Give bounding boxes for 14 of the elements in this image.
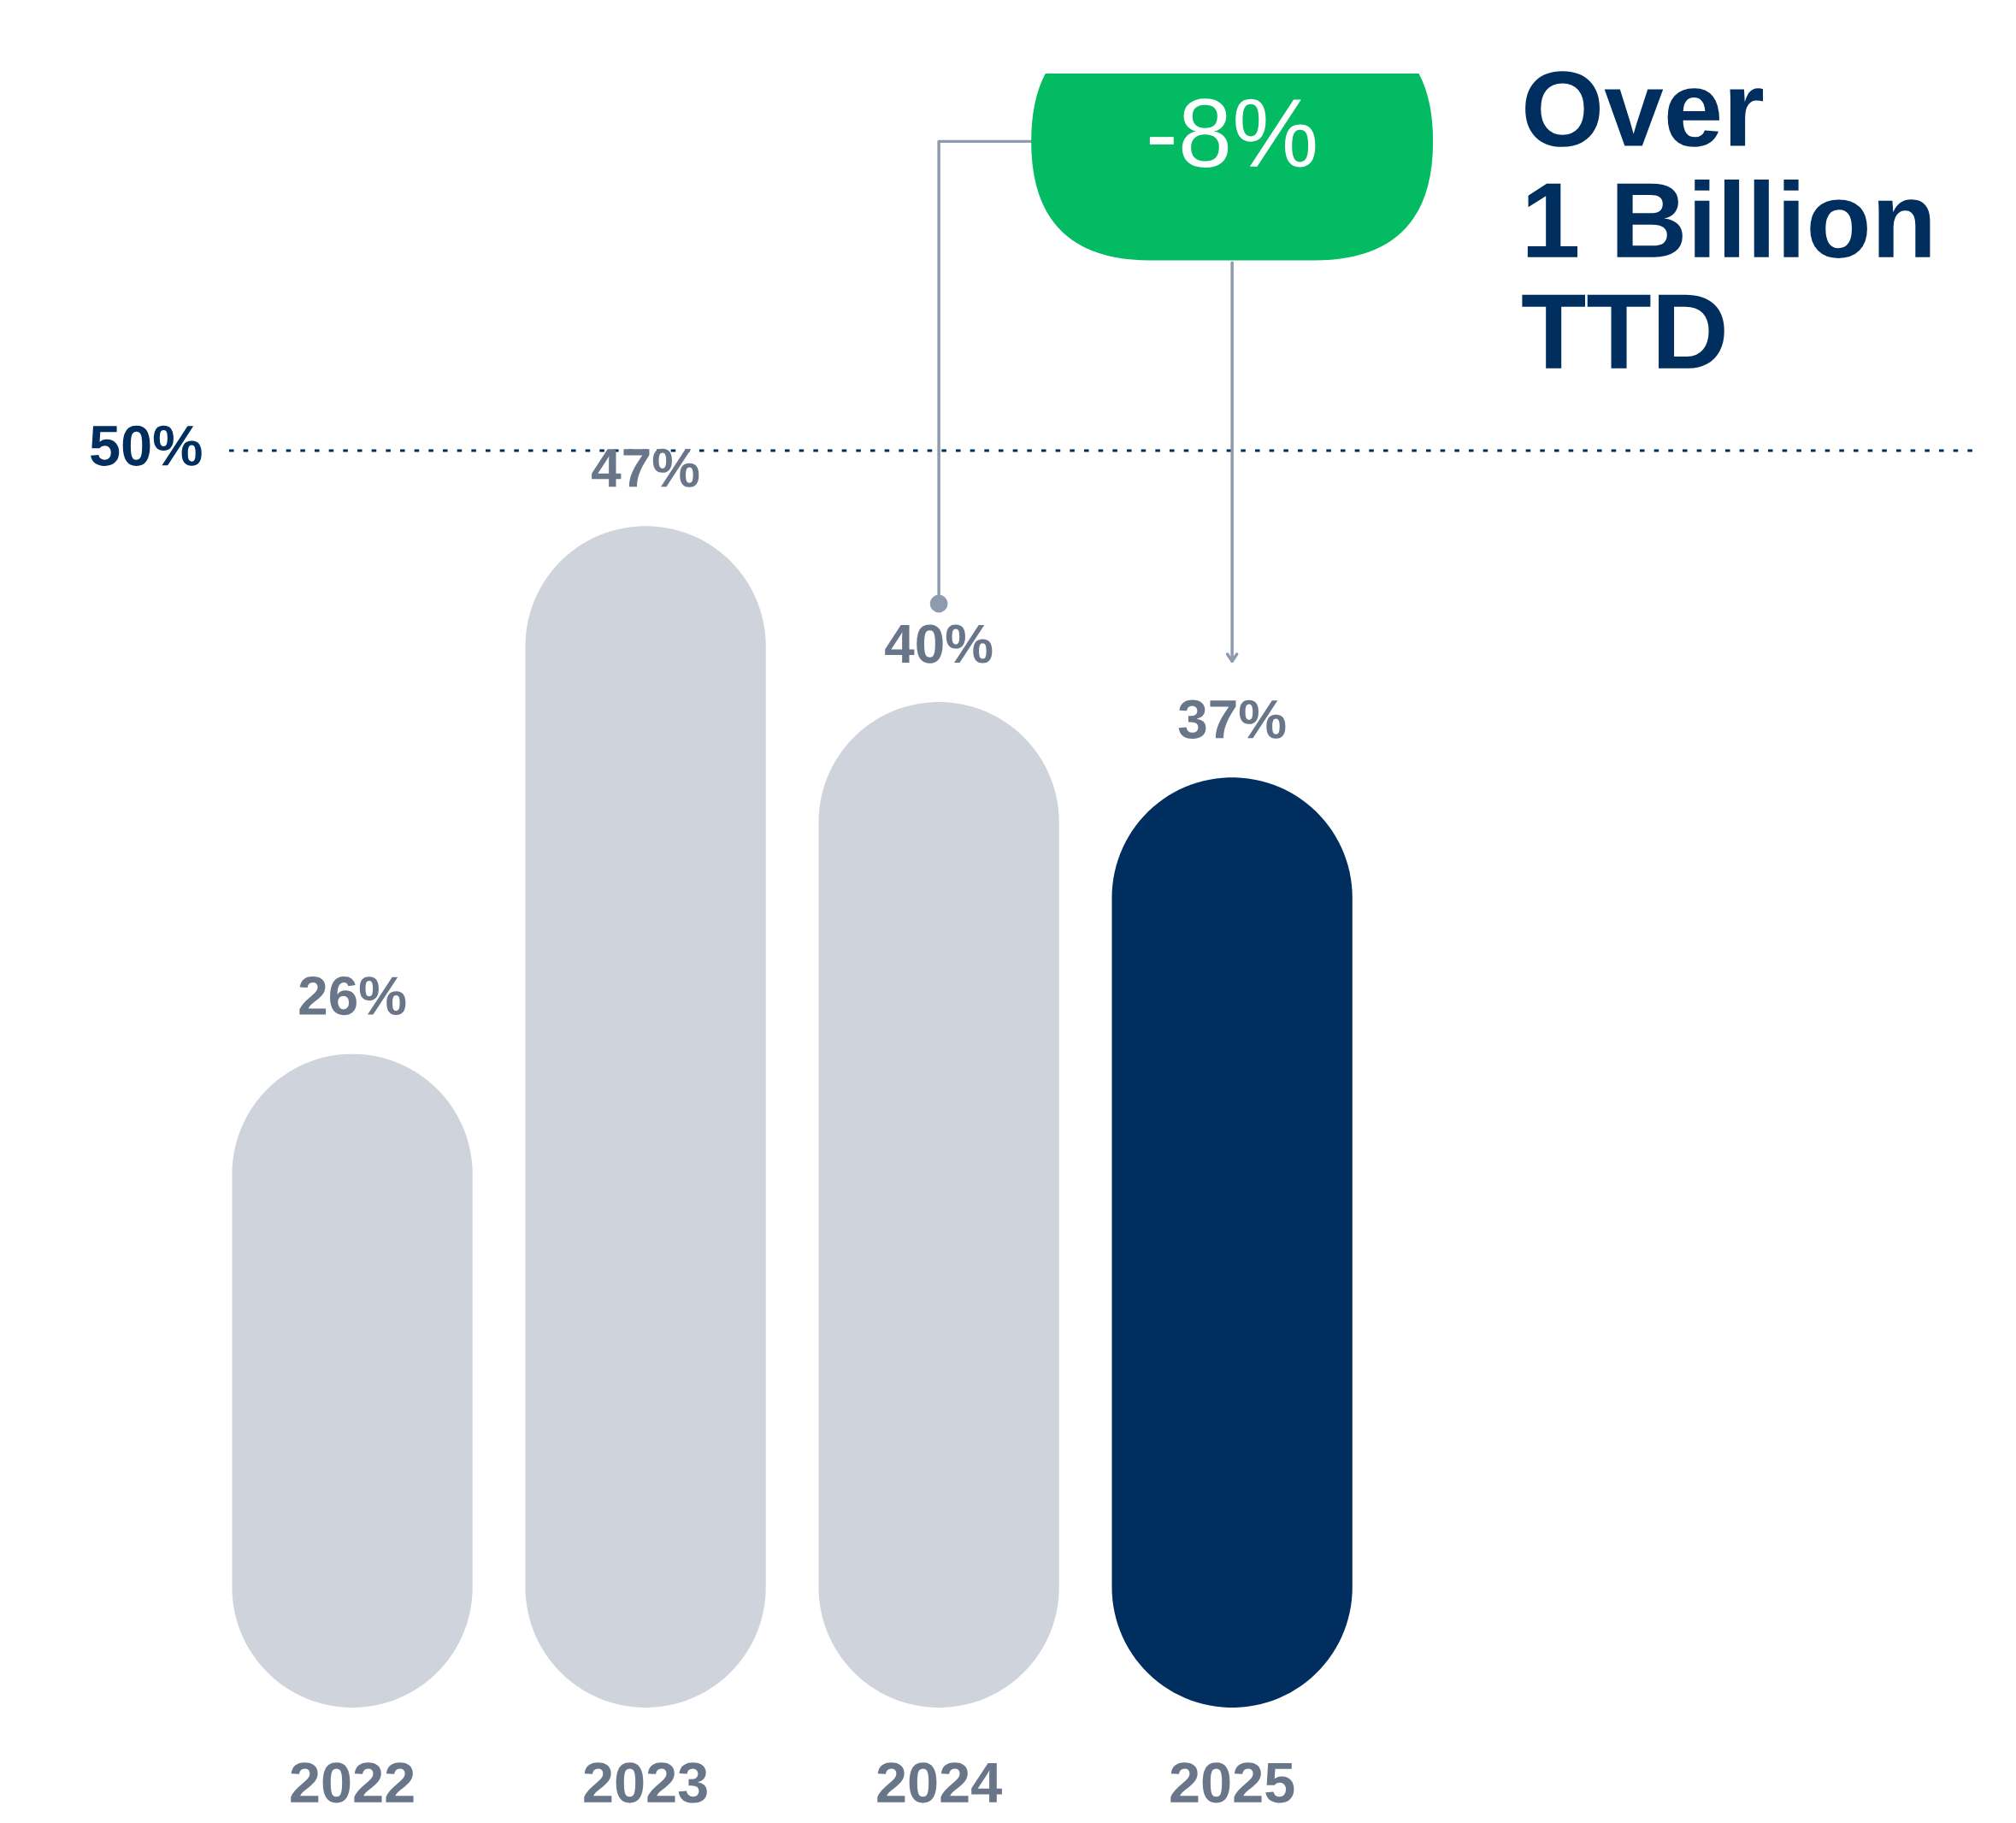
data-label: 26% <box>299 976 406 1016</box>
text: -8% <box>1149 98 1316 168</box>
ref-line-label: 50% <box>91 425 202 466</box>
x-tick-label: 2023 <box>584 1762 707 1803</box>
bar <box>818 702 1059 1708</box>
x-tick-label: 2025 <box>1170 1762 1294 1803</box>
data-label: 37% <box>1178 699 1286 739</box>
text: Over 1 Billion TTD <box>1522 71 1931 369</box>
x-tick-label: 2024 <box>877 1762 1002 1803</box>
data-label: 47% <box>592 448 699 487</box>
bar <box>1111 777 1353 1708</box>
bar <box>525 526 766 1708</box>
x-tick-label: 2022 <box>291 1762 414 1803</box>
data-label: 40% <box>885 624 993 664</box>
